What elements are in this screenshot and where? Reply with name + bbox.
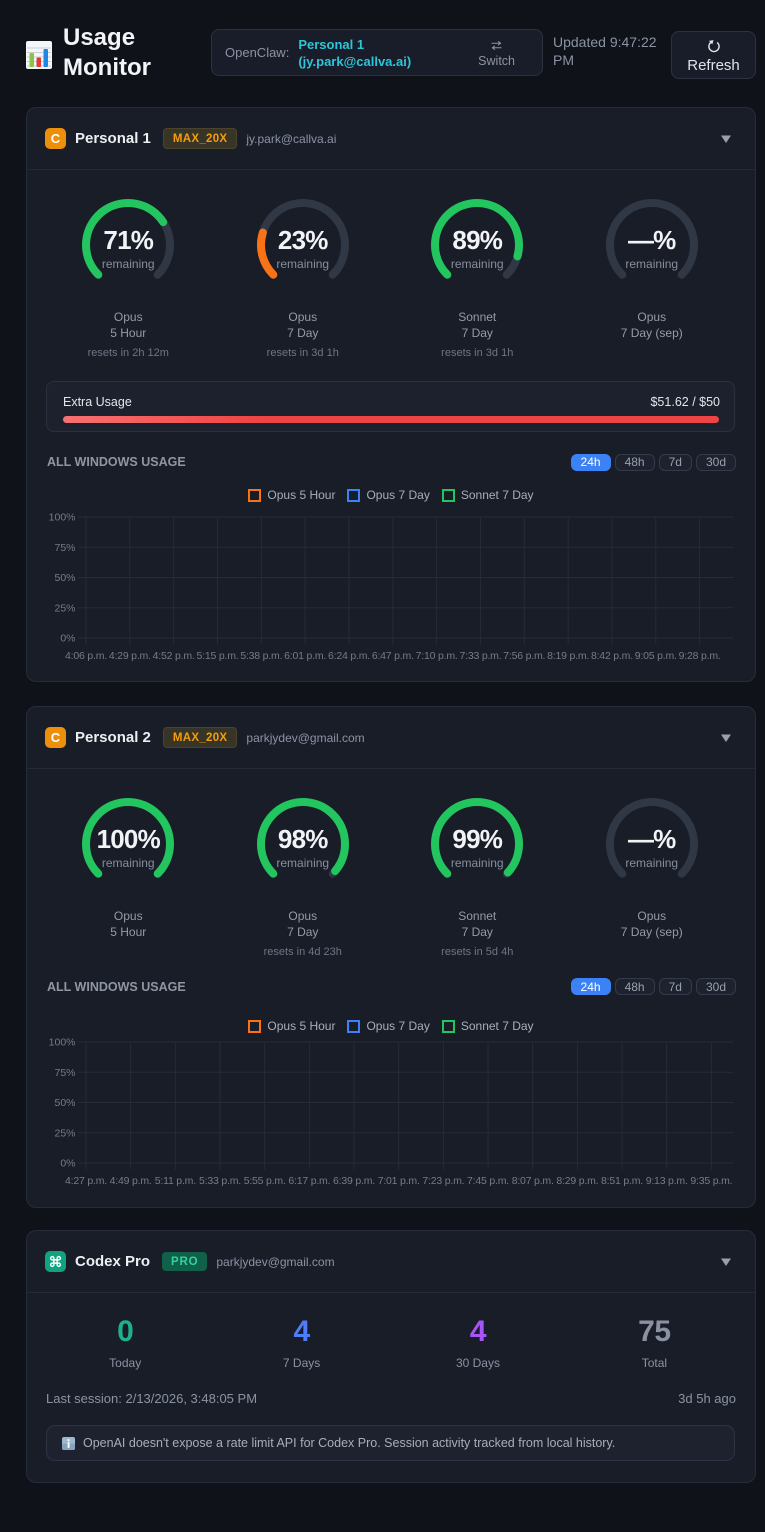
svg-text:6:47 p.m.: 6:47 p.m. bbox=[372, 650, 414, 662]
svg-text:100%: 100% bbox=[49, 511, 76, 523]
svg-text:7:33 p.m.: 7:33 p.m. bbox=[459, 650, 501, 662]
svg-text:50%: 50% bbox=[54, 572, 75, 584]
svg-text:0%: 0% bbox=[60, 1157, 75, 1169]
svg-text:8:51 p.m.: 8:51 p.m. bbox=[601, 1175, 643, 1187]
svg-text:6:24 p.m.: 6:24 p.m. bbox=[328, 650, 370, 662]
svg-text:6:17 p.m.: 6:17 p.m. bbox=[288, 1175, 330, 1187]
svg-text:4:27 p.m.: 4:27 p.m. bbox=[65, 1175, 107, 1187]
svg-text:4:49 p.m.: 4:49 p.m. bbox=[110, 1175, 152, 1187]
svg-text:25%: 25% bbox=[54, 602, 75, 614]
svg-text:8:29 p.m.: 8:29 p.m. bbox=[556, 1175, 598, 1187]
svg-text:5:38 p.m.: 5:38 p.m. bbox=[240, 650, 282, 662]
svg-text:8:07 p.m.: 8:07 p.m. bbox=[512, 1175, 554, 1187]
svg-text:5:33 p.m.: 5:33 p.m. bbox=[199, 1175, 241, 1187]
svg-text:5:15 p.m.: 5:15 p.m. bbox=[196, 650, 238, 662]
svg-text:5:55 p.m.: 5:55 p.m. bbox=[244, 1175, 286, 1187]
svg-text:7:01 p.m.: 7:01 p.m. bbox=[378, 1175, 420, 1187]
svg-text:7:56 p.m.: 7:56 p.m. bbox=[503, 650, 545, 662]
svg-text:75%: 75% bbox=[54, 1066, 75, 1078]
svg-text:7:45 p.m.: 7:45 p.m. bbox=[467, 1175, 509, 1187]
svg-text:75%: 75% bbox=[54, 541, 75, 553]
svg-text:8:42 p.m.: 8:42 p.m. bbox=[591, 650, 633, 662]
svg-text:9:13 p.m.: 9:13 p.m. bbox=[646, 1175, 688, 1187]
svg-text:100%: 100% bbox=[49, 1036, 76, 1048]
svg-text:4:52 p.m.: 4:52 p.m. bbox=[153, 650, 195, 662]
svg-text:6:01 p.m.: 6:01 p.m. bbox=[284, 650, 326, 662]
svg-text:0%: 0% bbox=[60, 632, 75, 644]
svg-text:9:35 p.m.: 9:35 p.m. bbox=[690, 1175, 732, 1187]
svg-text:9:28 p.m.: 9:28 p.m. bbox=[679, 650, 721, 662]
svg-text:4:29 p.m.: 4:29 p.m. bbox=[109, 650, 151, 662]
svg-text:5:11 p.m.: 5:11 p.m. bbox=[155, 1175, 196, 1187]
svg-text:9:05 p.m.: 9:05 p.m. bbox=[635, 650, 677, 662]
svg-text:6:39 p.m.: 6:39 p.m. bbox=[333, 1175, 375, 1187]
svg-text:4:06 p.m.: 4:06 p.m. bbox=[65, 650, 107, 662]
svg-text:25%: 25% bbox=[54, 1127, 75, 1139]
svg-text:7:23 p.m.: 7:23 p.m. bbox=[422, 1175, 464, 1187]
svg-text:7:10 p.m.: 7:10 p.m. bbox=[416, 650, 458, 662]
svg-text:50%: 50% bbox=[54, 1097, 75, 1109]
svg-text:8:19 p.m.: 8:19 p.m. bbox=[547, 650, 589, 662]
